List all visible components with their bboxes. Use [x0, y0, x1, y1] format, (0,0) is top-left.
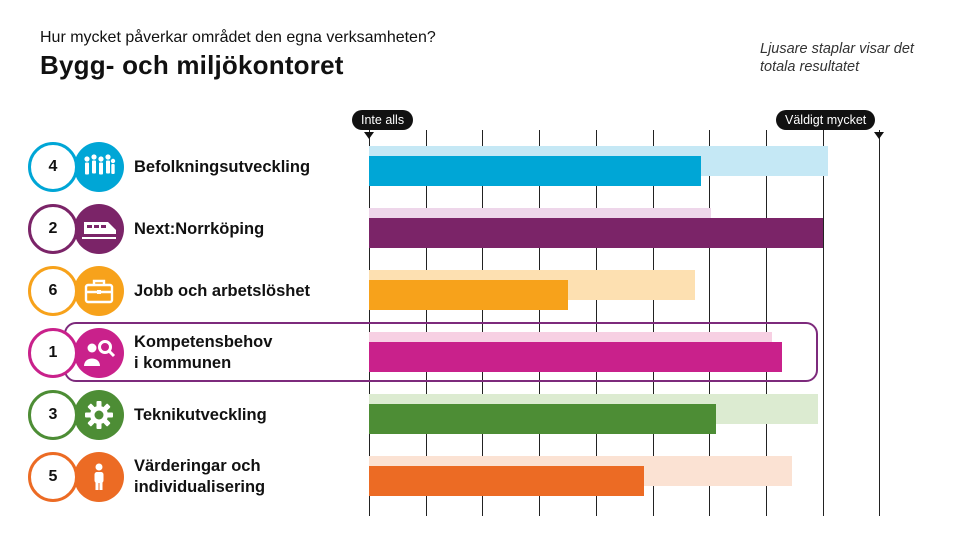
people-icon [74, 142, 124, 192]
briefcase-icon [74, 266, 124, 316]
scale-max-label: Väldigt mycket [776, 110, 876, 130]
highlight-frame [64, 322, 818, 382]
rank-badge: 1 [28, 328, 78, 378]
gridline [822, 130, 824, 516]
category-label: Befolkningsutveckling [134, 157, 311, 176]
unit-bar [369, 280, 568, 310]
chart-title: Bygg- och miljökontoret [40, 50, 344, 80]
rank-badge: 6 [28, 266, 78, 316]
category-label: Next:Norrköping [134, 219, 265, 238]
scale-min-marker [364, 132, 374, 139]
unit-bar [369, 404, 716, 434]
rank-badge: 3 [28, 390, 78, 440]
unit-bar [369, 156, 701, 186]
chart-question: Hur mycket påverkar området den egna ver… [40, 29, 436, 46]
rank-badge: 5 [28, 452, 78, 502]
unit-bar [369, 218, 823, 248]
train-icon [74, 204, 124, 254]
gear-icon [74, 390, 124, 440]
unit-bar [369, 342, 783, 372]
person-icon [74, 452, 124, 502]
rank-badge: 4 [28, 142, 78, 192]
unit-bar [369, 466, 645, 496]
category-label: Värderingar och individualisering [134, 457, 266, 496]
legend-note: Ljusare staplar visar det totala resulta… [760, 41, 914, 75]
rank-badge: 2 [28, 204, 78, 254]
scale-min-label: Inte alls [352, 110, 414, 130]
gridline [879, 130, 881, 516]
category-label: Kompetensbehov i kommunen [134, 333, 273, 372]
person-search-icon [74, 328, 124, 378]
category-label: Jobb och arbetslöshet [134, 281, 311, 300]
scale-max-marker [874, 132, 884, 139]
category-label: Teknikutveckling [134, 405, 267, 424]
